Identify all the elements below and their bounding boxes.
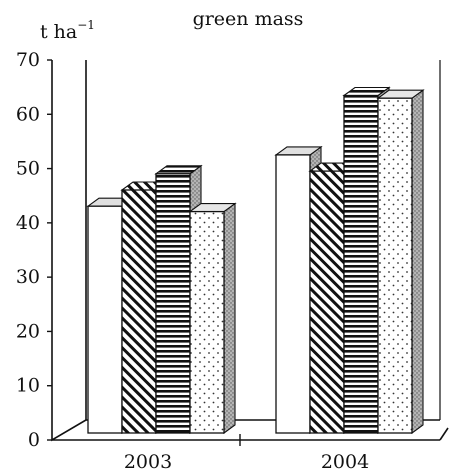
bar-front: [344, 96, 378, 434]
bar-front: [122, 190, 156, 433]
bars: [88, 88, 423, 434]
y-axis: 0 10 20 30 40 50 60 70: [16, 49, 52, 451]
bar-front: [276, 155, 310, 433]
x-axis-depth: [440, 428, 448, 440]
bar-front: [156, 174, 190, 433]
bar-side: [224, 204, 235, 433]
y-tick-label: 60: [16, 103, 40, 125]
y-tick-label: 10: [16, 375, 40, 397]
y-tick-label: 0: [28, 429, 40, 451]
bar-2004-dotted: [378, 90, 423, 433]
bar-front: [378, 98, 412, 433]
y-tick-label: 50: [16, 158, 40, 180]
x-tick-label: 2004: [321, 451, 369, 473]
y-axis-label: t ha−1: [40, 18, 95, 43]
bar-front: [310, 171, 344, 433]
chart-title: green mass: [193, 8, 304, 30]
y-tick-label: 30: [16, 266, 40, 288]
y-tick-label: 70: [16, 49, 40, 71]
bar-side: [412, 90, 423, 433]
back-wall-left: [52, 60, 86, 440]
bar-2003-dotted: [190, 204, 235, 433]
x-tick-label: 2003: [124, 451, 172, 473]
y-tick-label: 40: [16, 212, 40, 234]
y-tick-label: 20: [16, 320, 40, 342]
bar-front: [190, 212, 224, 433]
bar-front: [88, 206, 122, 433]
